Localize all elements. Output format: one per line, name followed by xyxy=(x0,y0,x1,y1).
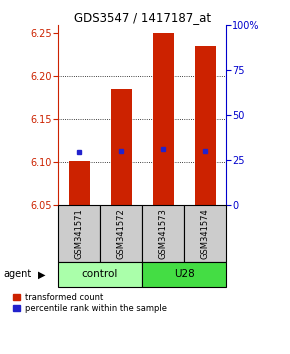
Bar xyxy=(142,205,184,262)
Text: GSM341573: GSM341573 xyxy=(159,208,168,259)
Bar xyxy=(110,89,132,205)
Text: GSM341571: GSM341571 xyxy=(75,208,84,259)
Bar xyxy=(100,205,142,262)
Text: ▶: ▶ xyxy=(38,269,45,279)
Bar xyxy=(58,205,100,262)
Text: GSM341572: GSM341572 xyxy=(117,208,126,259)
Bar xyxy=(184,205,226,262)
Legend: transformed count, percentile rank within the sample: transformed count, percentile rank withi… xyxy=(13,293,166,313)
Text: GSM341574: GSM341574 xyxy=(201,208,210,259)
Bar xyxy=(153,33,174,205)
Text: agent: agent xyxy=(3,269,31,279)
Text: control: control xyxy=(82,269,118,279)
Bar xyxy=(195,46,216,205)
Bar xyxy=(68,161,90,205)
Bar xyxy=(142,262,226,287)
Title: GDS3547 / 1417187_at: GDS3547 / 1417187_at xyxy=(74,11,211,24)
Text: U28: U28 xyxy=(174,269,195,279)
Bar xyxy=(58,262,142,287)
